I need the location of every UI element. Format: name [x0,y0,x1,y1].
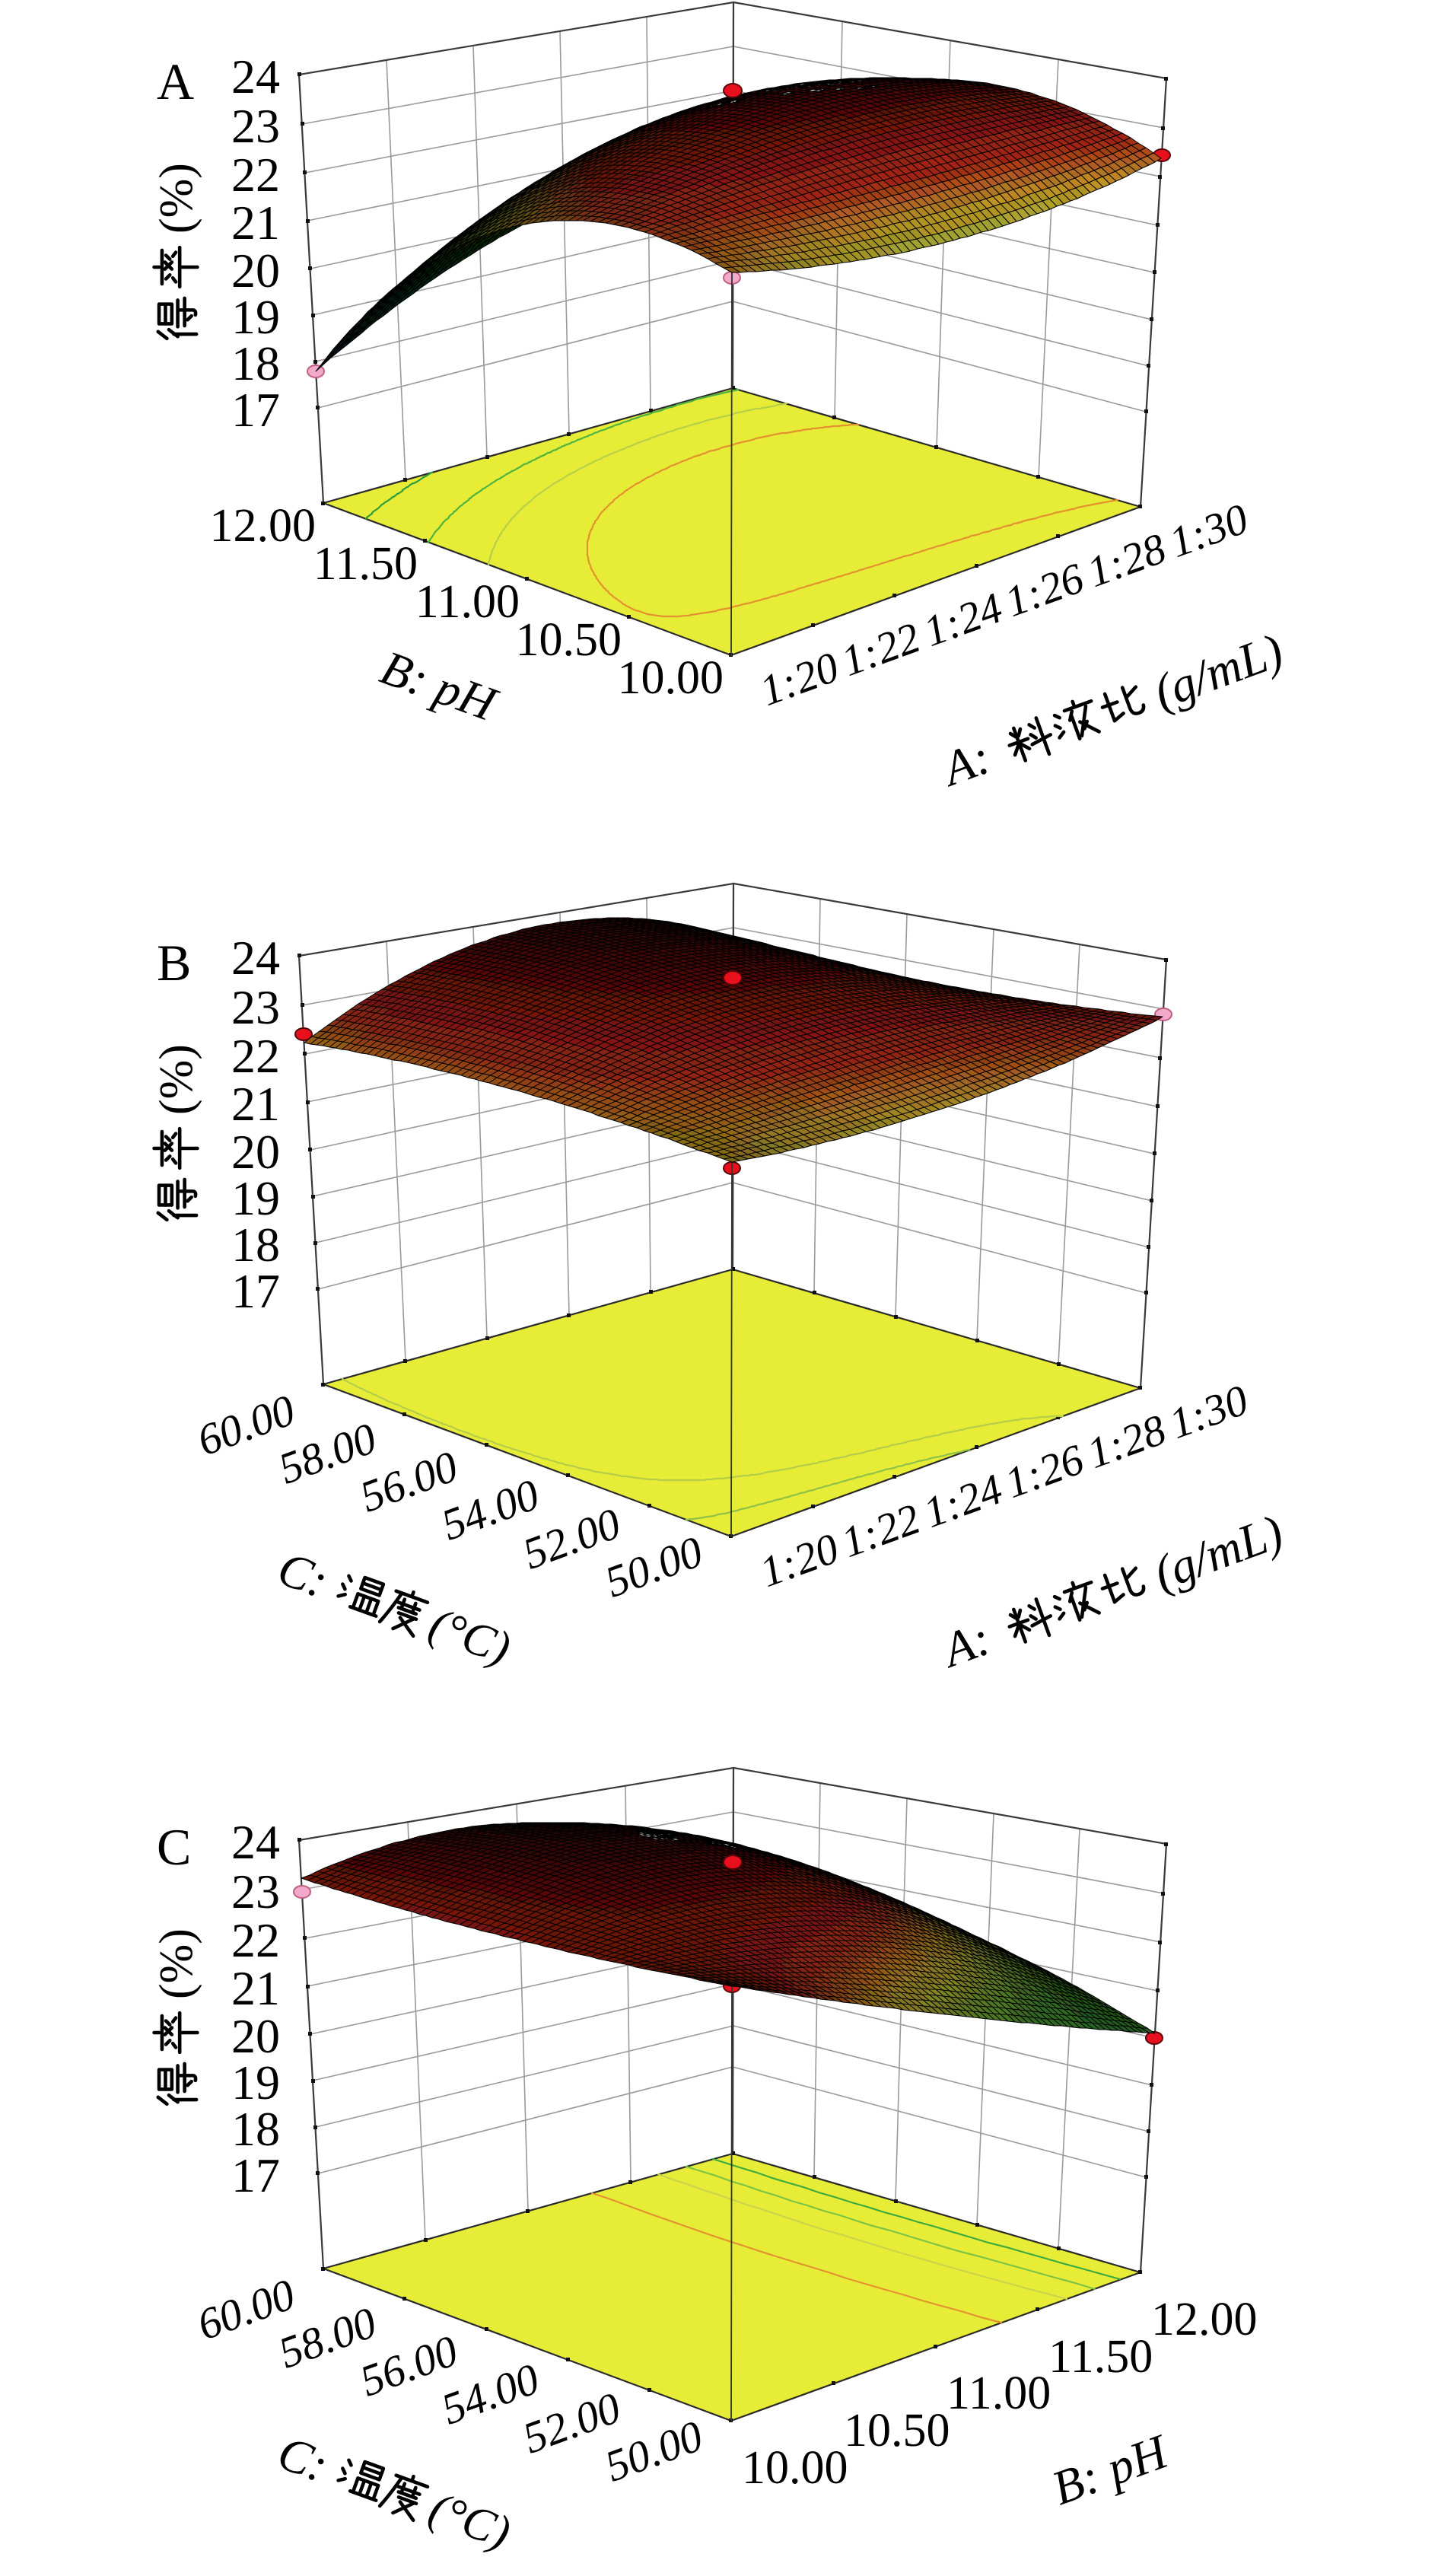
svg-text:24: 24 [231,1815,280,1869]
svg-text:18: 18 [231,336,280,390]
svg-text:24: 24 [231,931,280,985]
svg-text:10.50: 10.50 [516,614,622,666]
svg-text:22: 22 [231,148,280,202]
svg-text:(%): (%) [151,1928,202,1999]
svg-text:21: 21 [231,1961,280,2015]
svg-text:23: 23 [231,1864,280,1918]
svg-text:21: 21 [231,196,280,250]
svg-text:10.50: 10.50 [844,2405,950,2457]
svg-text:18: 18 [231,1218,280,1272]
svg-text:23: 23 [231,980,280,1034]
svg-text:22: 22 [231,1913,280,1967]
svg-text:21: 21 [231,1077,280,1131]
svg-text:19: 19 [231,290,280,344]
svg-text:B: B [157,934,191,992]
svg-text:19: 19 [231,2055,280,2110]
svg-text:22: 22 [231,1029,280,1083]
svg-text:(%): (%) [151,1044,202,1115]
svg-text:17: 17 [231,383,280,437]
svg-text:11.50: 11.50 [1048,2331,1153,2383]
svg-text:17: 17 [231,2148,280,2202]
svg-text:(%): (%) [151,163,202,234]
svg-text:20: 20 [231,2009,280,2063]
svg-text:20: 20 [231,244,280,298]
svg-text:10.00: 10.00 [618,652,724,704]
svg-text:20: 20 [231,1125,280,1179]
svg-text:18: 18 [231,2102,280,2156]
svg-text:12.00: 12.00 [1151,2294,1258,2345]
svg-text:C: C [157,1818,191,1876]
svg-text:10.00: 10.00 [742,2442,848,2494]
svg-text:11.00: 11.00 [415,576,520,628]
svg-text:19: 19 [231,1171,280,1225]
svg-text:12.00: 12.00 [210,500,317,552]
svg-text:17: 17 [231,1264,280,1318]
svg-text:11.00: 11.00 [946,2367,1051,2419]
svg-text:11.50: 11.50 [313,538,418,590]
svg-text:24: 24 [231,49,280,103]
svg-text:23: 23 [231,99,280,153]
svg-text:A: A [157,53,194,110]
